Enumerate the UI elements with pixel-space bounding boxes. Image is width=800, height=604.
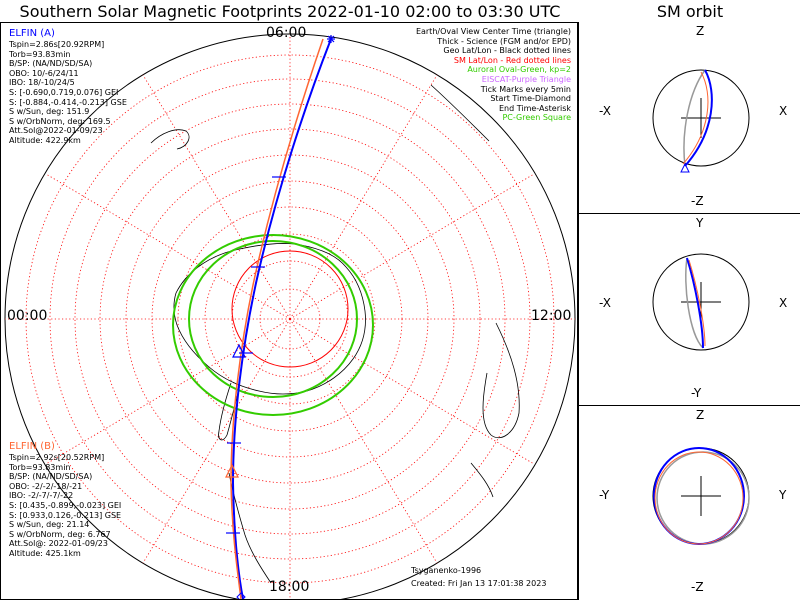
continent-outlines: [150, 84, 520, 584]
legend: Earth/Oval View Center Time (triangle) T…: [416, 27, 571, 123]
elfin-a-line: Att.Sol@2022-01-09/23: [9, 126, 103, 136]
indian-ocean-island: [150, 129, 190, 150]
footprint-map: 06:00 00:00 12:00 18:00 ELFIN (A) Tspin=…: [0, 22, 578, 600]
sm-longitude-lines: [5, 34, 575, 599]
earth-circle: [652, 253, 750, 351]
orbit-earth-shadow: [685, 257, 704, 349]
sm-polar-cap-circle: [231, 250, 349, 368]
axis-label-left: -Y: [599, 488, 610, 502]
elfin-a-line: IBO: 18/-10/24/5: [9, 78, 75, 88]
axis-label-right: X: [779, 296, 788, 310]
orbit-panel-xy-svg: [652, 253, 750, 351]
legend-item: Thick - Science (FGM and/or EPD): [437, 36, 571, 46]
legend-item: Auroral Oval-Green, kp=2: [467, 65, 571, 75]
elfin-a-line: B/SP: (NA/ND/SD/SA): [9, 59, 93, 69]
start-diamond: [236, 592, 246, 599]
elfin-b-line: Tspin=2.92s[20.52RPM]: [9, 453, 105, 462]
elfin-a-center-triangle: [232, 343, 246, 358]
elfin-a-line: S w/OrbNorm, deg: 169.5: [9, 116, 111, 126]
legend-item: SM Lat/Lon - Red dotted lines: [453, 55, 571, 65]
orbit-earth-shadow: [683, 69, 706, 167]
legend-item: Geo Lat/Lon - Black dotted lines: [443, 46, 571, 56]
elfin-b-line: OBO: -2/-2/-18/-21: [9, 481, 83, 491]
elfin-a-header: ELFIN (A): [9, 28, 55, 39]
legend-item: PC-Green Square: [502, 113, 571, 123]
orbit-panel-yz-svg: [652, 447, 750, 545]
elfin-a-line: OBO: 10/-6/24/11: [9, 68, 79, 78]
elfin-b-line: Altitude: 425.1km: [9, 548, 81, 558]
elfin-b-orbit: [682, 71, 709, 165]
mlt-label-left: 00:00: [7, 308, 48, 324]
elfin-a-line: Altitude: 422.9km: [9, 135, 81, 145]
axis-label-bottom: -Z: [691, 194, 704, 208]
axis-label-top: Z: [696, 408, 705, 422]
axis-label-right: X: [779, 104, 788, 118]
mlt-label-top: 06:00: [266, 25, 307, 41]
elfin-a-info: ELFIN (A) Tspin=2.86s[20.92RPM] Torb=93.…: [9, 28, 127, 146]
elfin-b-line: S: [0.933,0.126,-0.213] GSE: [9, 510, 122, 520]
axis-label-right: Y: [779, 488, 787, 502]
auroral-ovals: [172, 234, 374, 416]
elfin-b-header: ELFIN (B): [9, 441, 55, 452]
legend-item: End Time-Asterisk: [498, 103, 571, 113]
elfin-a-line: Tspin=2.86s[20.92RPM]: [9, 40, 105, 49]
elfin-b-center-triangle: [225, 463, 239, 478]
orbit-title: SM orbit: [656, 2, 724, 21]
elfin-a-line: Torb=93.83min: [9, 49, 71, 59]
plot-title: Southern Solar Magnetic Footprints 2022-…: [19, 2, 561, 21]
legend-item: Start Time-Diamond: [490, 94, 571, 104]
orbit-panel-xz-svg: [652, 69, 750, 173]
elfin-b-line: S w/Sun, deg: 21.14: [9, 520, 90, 530]
elfin-a-tick-marks: [226, 176, 286, 534]
orbit-panel-xy: Y -Y -X X: [578, 214, 800, 406]
legend-item: Earth/Oval View Center Time (triangle): [415, 27, 571, 36]
elfin-b-info: ELFIN (B) Tspin=2.92s[20.52RPM] Torb=93.…: [9, 441, 121, 559]
end-asterisk: [327, 35, 335, 43]
axis-label-left: -X: [599, 104, 611, 118]
mlt-label-right: 12:00: [531, 308, 572, 324]
model-credit: Tsyganenko-1996: [411, 566, 482, 575]
elfin-b-line: Torb=93.83min: [9, 462, 71, 472]
elfin-a-line: S: [-0.690,0.719,0.076] GEI: [9, 87, 119, 97]
axis-label-bottom: -Z: [691, 580, 704, 594]
elfin-b-line: B/SP: (NA/ND/SD/SA): [9, 472, 93, 482]
elfin-b-line: Att.Sol@: 2022-01-09/23: [9, 539, 108, 549]
legend-item: Tick Marks every 5min: [480, 84, 571, 94]
antarctic-peninsula: [218, 382, 240, 441]
elfin-a-orbit: [684, 69, 713, 167]
elfin-a-line: S w/Sun, deg: 151.9: [9, 107, 90, 117]
elfin-b-track: [230, 38, 324, 599]
new-zealand: [470, 462, 494, 498]
legend-item: EISCAT-Purple Triangle: [481, 74, 571, 84]
mlt-label-bottom: 18:00: [269, 579, 310, 595]
earth-circle: [652, 69, 750, 167]
footprint-map-svg: [4, 33, 576, 599]
orbit-panel-yz: Z -Z -Y Y: [578, 406, 800, 600]
orbit-panel-xz: Z -Z -X X: [578, 22, 800, 214]
elfin-b-line: S w/OrbNorm, deg: 6.767: [9, 529, 111, 539]
elfin-b-orbit: [654, 451, 744, 545]
orbit-triangle: [680, 162, 690, 173]
axis-label-top: Z: [696, 24, 705, 38]
axis-label-left: -X: [599, 296, 611, 310]
australia-outline: [482, 322, 520, 439]
africa-tip: [430, 84, 490, 142]
axis-label-top: Y: [696, 216, 704, 230]
created-timestamp: Created: Fri Jan 13 17:01:38 2023: [411, 579, 547, 588]
elfin-a-orbit: [686, 257, 704, 349]
elfin-b-line: IBO: -2/-7/-7/-22: [9, 491, 74, 501]
elfin-b-line: S: [0.435,-0.899,-0.023] GEI: [9, 500, 122, 510]
elfin-a-line: S: [-0.884,-0.414,-0.213] GSE: [9, 97, 127, 107]
elfin-b-orbit: [688, 259, 706, 347]
axis-label-bottom: -Y: [691, 386, 702, 400]
